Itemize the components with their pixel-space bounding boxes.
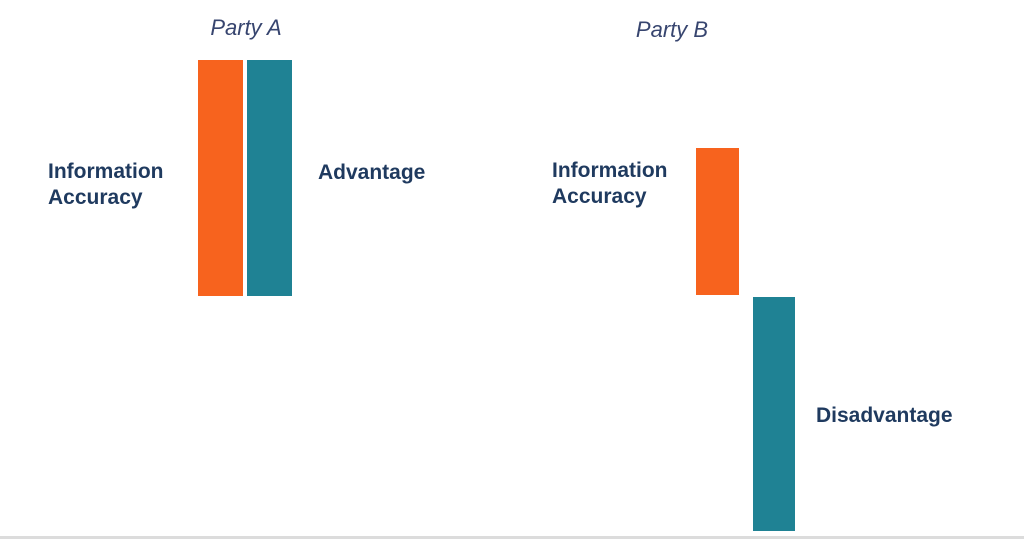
party-a-title: Party A [210, 15, 282, 40]
party-b-information-accuracy-bar [696, 148, 739, 295]
party-b-disadvantage-bar [753, 297, 795, 531]
party-b-title: Party B [635, 17, 709, 42]
party-b-disadvantage-label: Disadvantage [816, 404, 953, 427]
party-a-advantage-bar [247, 60, 292, 296]
party-a-information-accuracy-bar [198, 60, 243, 296]
party-a-advantage-label: Advantage [318, 161, 426, 184]
party-b-information-accuracy-label: Information Accuracy [552, 159, 668, 208]
baseline-divider [0, 536, 1024, 539]
party-a-information-accuracy-label: Information Accuracy [48, 160, 164, 209]
